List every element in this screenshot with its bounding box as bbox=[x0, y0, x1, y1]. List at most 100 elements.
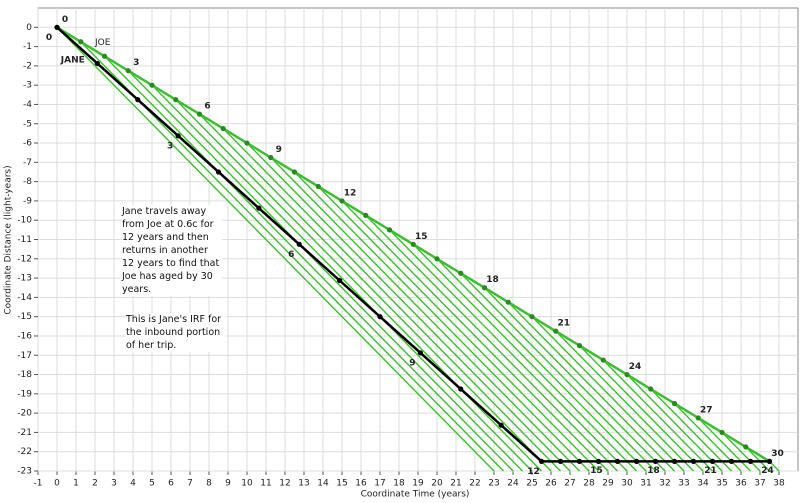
point bbox=[363, 212, 369, 218]
point bbox=[173, 97, 179, 103]
point bbox=[135, 97, 141, 103]
x-tick-label: 25 bbox=[526, 479, 537, 489]
point bbox=[614, 458, 621, 464]
point bbox=[709, 458, 716, 464]
y-tick-label: 0 bbox=[26, 23, 32, 33]
light-line bbox=[626, 374, 723, 472]
point-label: 9 bbox=[276, 145, 282, 155]
point bbox=[553, 328, 559, 334]
point bbox=[624, 371, 630, 378]
point bbox=[595, 458, 602, 464]
point bbox=[576, 343, 583, 349]
point bbox=[315, 183, 321, 190]
point bbox=[652, 458, 659, 464]
y-tick-label: -13 bbox=[17, 274, 32, 284]
y-tick-label: -12 bbox=[17, 254, 32, 264]
series-name: JOE bbox=[94, 38, 111, 48]
point bbox=[296, 241, 302, 247]
point bbox=[386, 227, 393, 233]
x-axis-title: Coordinate Time (years) bbox=[361, 490, 470, 500]
x-tick-label: 6 bbox=[168, 479, 174, 489]
point bbox=[54, 24, 60, 30]
x-tick-label: 4 bbox=[130, 479, 136, 489]
light-line bbox=[602, 359, 713, 472]
point bbox=[377, 314, 383, 320]
light-line bbox=[721, 431, 761, 472]
light-line bbox=[341, 200, 609, 472]
point bbox=[458, 386, 464, 392]
y-tick-label: -18 bbox=[17, 370, 32, 380]
point bbox=[149, 82, 155, 88]
light-line bbox=[104, 55, 514, 472]
point-label: 6 bbox=[288, 250, 294, 260]
point bbox=[94, 60, 100, 67]
x-tick-label: 24 bbox=[507, 479, 519, 489]
point-label: 21 bbox=[557, 319, 570, 329]
x-tick-label: 28 bbox=[583, 479, 595, 489]
point bbox=[671, 400, 678, 407]
light-line bbox=[531, 316, 685, 472]
light-line bbox=[175, 99, 542, 472]
y-tick-label: -23 bbox=[17, 467, 32, 477]
point bbox=[244, 140, 250, 146]
point bbox=[410, 241, 416, 247]
point-label: 9 bbox=[409, 358, 415, 368]
point-label: 3 bbox=[167, 141, 173, 151]
y-tick-label: -3 bbox=[23, 81, 32, 91]
point bbox=[337, 277, 343, 284]
light-line bbox=[270, 157, 580, 472]
x-tick-label: 35 bbox=[716, 479, 727, 489]
point bbox=[458, 270, 464, 276]
point-label: 24 bbox=[761, 466, 774, 476]
y-tick-label: -19 bbox=[17, 389, 32, 399]
series-name: JANE bbox=[60, 56, 85, 66]
light-line bbox=[555, 330, 694, 472]
point bbox=[690, 458, 697, 464]
y-axis-title: Coordinate Distance (light-years) bbox=[4, 165, 14, 314]
point bbox=[268, 154, 274, 161]
point-label: 12 bbox=[344, 188, 357, 198]
y-tick-label: -22 bbox=[17, 447, 32, 457]
x-tick-label: 19 bbox=[412, 479, 424, 489]
x-tick-label: 17 bbox=[374, 479, 385, 489]
y-tick-label: -6 bbox=[23, 139, 32, 149]
point bbox=[481, 285, 488, 291]
x-tick-label: 2 bbox=[92, 479, 98, 489]
y-tick-label: -5 bbox=[23, 119, 32, 129]
x-tick-label: 8 bbox=[206, 479, 212, 489]
y-tick-label: -11 bbox=[17, 235, 32, 245]
point bbox=[557, 458, 564, 464]
point bbox=[256, 205, 262, 211]
point-label: 18 bbox=[647, 466, 660, 476]
light-line bbox=[151, 84, 533, 472]
x-tick-label: 33 bbox=[678, 479, 689, 489]
x-tick-label: 5 bbox=[149, 479, 155, 489]
point bbox=[215, 169, 222, 175]
light-line bbox=[222, 128, 561, 472]
x-tick-label: 0 bbox=[54, 479, 60, 489]
point bbox=[719, 429, 725, 436]
light-line bbox=[436, 258, 647, 472]
point-label: 27 bbox=[700, 405, 713, 415]
point-label: 0 bbox=[46, 33, 52, 43]
point-label: 15 bbox=[590, 466, 603, 476]
light-line bbox=[294, 171, 590, 472]
light-line bbox=[56, 26, 495, 472]
light-line bbox=[579, 345, 704, 472]
point bbox=[728, 458, 735, 464]
point-label: 12 bbox=[527, 467, 540, 477]
light-line bbox=[199, 113, 552, 472]
point bbox=[78, 39, 84, 45]
x-tick-label: 18 bbox=[393, 479, 405, 489]
light-line bbox=[745, 446, 770, 472]
annotation: Jane travels away from Joe at 0.6c for 1… bbox=[122, 205, 222, 296]
y-tick-label: -2 bbox=[23, 61, 32, 71]
point-label: 15 bbox=[415, 232, 428, 242]
light-line bbox=[389, 229, 628, 472]
point bbox=[576, 458, 583, 464]
point bbox=[633, 458, 640, 464]
point-label: 24 bbox=[629, 362, 642, 372]
